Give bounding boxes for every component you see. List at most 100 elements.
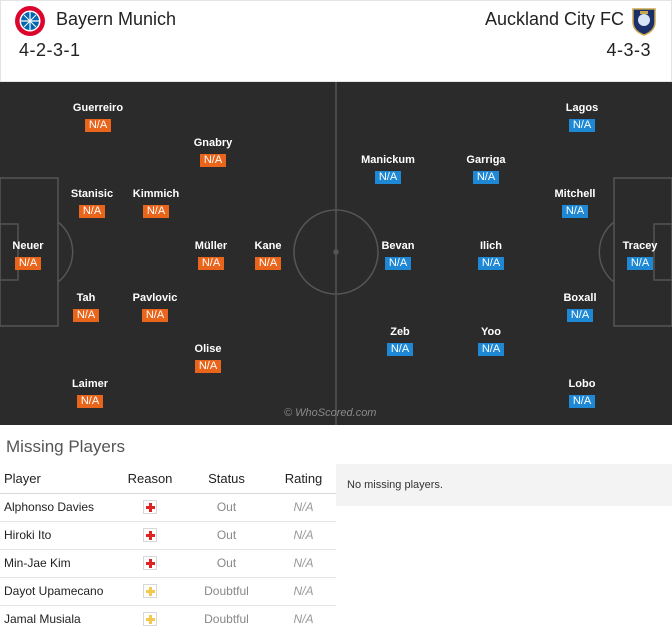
away-formation: 4-3-3	[606, 40, 651, 60]
home-player-laimer[interactable]: Laimer N/A	[55, 377, 125, 409]
home-player-olise[interactable]: Olise N/A	[173, 342, 243, 374]
status-cell: Out	[182, 521, 271, 550]
player-name: Zeb	[390, 326, 410, 338]
reason-cell	[118, 577, 182, 606]
column-header-status[interactable]: Status	[182, 464, 271, 494]
player-rating: N/A	[142, 205, 170, 218]
pitch: Guerreiro N/A Gnabry N/A Stanisic N/A Ki…	[0, 82, 672, 425]
player-name: Laimer	[71, 378, 109, 390]
home-player-tah[interactable]: Tah N/A	[51, 291, 121, 323]
player-name: Yoo	[481, 326, 501, 338]
away-team-name[interactable]: Auckland City FC	[484, 9, 624, 29]
rating-cell: N/A	[271, 549, 336, 578]
player-rating: N/A	[384, 257, 412, 270]
player-rating: N/A	[374, 171, 402, 184]
home-player-kimmich[interactable]: Kimmich N/A	[121, 187, 191, 219]
missing-players-title: Missing Players	[6, 437, 126, 456]
away-player-lobo[interactable]: Lobo N/A	[547, 377, 617, 409]
away-missing-panel: No missing players.	[336, 464, 672, 506]
home-player-pavlovic[interactable]: Pavlovic N/A	[120, 291, 190, 323]
home-player-muller[interactable]: Müller N/A	[176, 239, 246, 271]
reason-cell	[118, 549, 182, 578]
away-player-mitchell[interactable]: Mitchell N/A	[540, 187, 610, 219]
player-rating: N/A	[561, 205, 589, 218]
player-name: Kane	[254, 240, 282, 252]
player-rating: N/A	[78, 205, 106, 218]
player-rating: N/A	[197, 257, 225, 270]
player-name: Kimmich	[132, 188, 180, 200]
player-rating: N/A	[254, 257, 282, 270]
player-rating: N/A	[566, 309, 594, 322]
player-rating: N/A	[72, 309, 100, 322]
player-rating: N/A	[76, 395, 104, 408]
bayern-crest-icon[interactable]	[14, 5, 46, 37]
away-player-zeb[interactable]: Zeb N/A	[365, 325, 435, 357]
injury-icon[interactable]	[143, 556, 157, 571]
missing-player-name[interactable]: Alphonso Davies	[0, 493, 118, 522]
away-player-yoo[interactable]: Yoo N/A	[456, 325, 526, 357]
player-rating: N/A	[199, 154, 227, 167]
away-player-garriga[interactable]: Garriga N/A	[451, 153, 521, 185]
player-name: Olise	[194, 343, 222, 355]
column-header-player[interactable]: Player	[0, 464, 118, 494]
auckland-crest-icon[interactable]	[631, 6, 657, 36]
player-rating: N/A	[386, 343, 414, 356]
player-name: Garriga	[466, 154, 506, 166]
away-player-boxall[interactable]: Boxall N/A	[545, 291, 615, 323]
player-rating: N/A	[472, 171, 500, 184]
home-player-neuer[interactable]: Neuer N/A	[0, 239, 63, 271]
away-player-lagos[interactable]: Lagos N/A	[547, 101, 617, 133]
player-rating: N/A	[626, 257, 654, 270]
player-name: Stanisic	[70, 188, 114, 200]
injury-icon[interactable]	[143, 500, 157, 515]
missing-player-name[interactable]: Jamal Musiala	[0, 605, 118, 628]
player-rating: N/A	[477, 343, 505, 356]
away-player-bevan[interactable]: Bevan N/A	[363, 239, 433, 271]
status-cell: Out	[182, 493, 271, 522]
player-name: Boxall	[563, 292, 597, 304]
player-rating: N/A	[477, 257, 505, 270]
table-row: Dayot Upamecano Doubtful N/A	[0, 577, 336, 606]
player-name: Tracey	[622, 240, 658, 252]
column-header-rating[interactable]: Rating	[271, 464, 336, 494]
away-player-tracey[interactable]: Tracey N/A	[605, 239, 672, 271]
player-rating: N/A	[84, 119, 112, 132]
missing-player-name[interactable]: Hiroki Ito	[0, 521, 118, 550]
player-name: Lobo	[568, 378, 596, 390]
status-cell: Out	[182, 549, 271, 578]
player-rating: N/A	[141, 309, 169, 322]
player-name: Neuer	[12, 240, 44, 252]
home-player-gnabry[interactable]: Gnabry N/A	[178, 136, 248, 168]
home-player-kane[interactable]: Kane N/A	[233, 239, 303, 271]
missing-player-name[interactable]: Dayot Upamecano	[0, 577, 118, 606]
home-player-stanisic[interactable]: Stanisic N/A	[57, 187, 127, 219]
missing-player-name[interactable]: Min-Jae Kim	[0, 549, 118, 578]
injury-icon[interactable]	[143, 528, 157, 543]
away-player-manickum[interactable]: Manickum N/A	[353, 153, 423, 185]
table-header-row: Player Reason Status Rating	[0, 464, 336, 494]
player-name: Ilich	[479, 240, 502, 252]
home-team-name[interactable]: Bayern Munich	[56, 9, 177, 29]
match-header: Bayern Munich 4-2-3-1 Auckland City FC 4…	[0, 0, 672, 82]
rating-cell: N/A	[271, 521, 336, 550]
reason-cell	[118, 493, 182, 522]
reason-cell	[118, 521, 182, 550]
home-formation: 4-2-3-1	[19, 40, 81, 60]
doubtful-icon[interactable]	[143, 612, 157, 627]
doubtful-icon[interactable]	[143, 584, 157, 599]
player-name: Pavlovic	[132, 292, 178, 304]
home-player-guerreiro[interactable]: Guerreiro N/A	[63, 101, 133, 133]
table-row: Jamal Musiala Doubtful N/A	[0, 605, 336, 628]
missing-players-table: Player Reason Status Rating Alphonso Dav…	[0, 464, 336, 628]
player-name: Lagos	[565, 102, 599, 114]
column-header-reason[interactable]: Reason	[118, 464, 182, 494]
status-cell: Doubtful	[182, 577, 271, 606]
status-cell: Doubtful	[182, 605, 271, 628]
player-name: Tah	[76, 292, 96, 304]
player-rating: N/A	[568, 119, 596, 132]
away-player-ilich[interactable]: Ilich N/A	[456, 239, 526, 271]
player-rating: N/A	[568, 395, 596, 408]
player-rating: N/A	[14, 257, 42, 270]
table-row: Hiroki Ito Out N/A	[0, 521, 336, 550]
table-row: Min-Jae Kim Out N/A	[0, 549, 336, 578]
